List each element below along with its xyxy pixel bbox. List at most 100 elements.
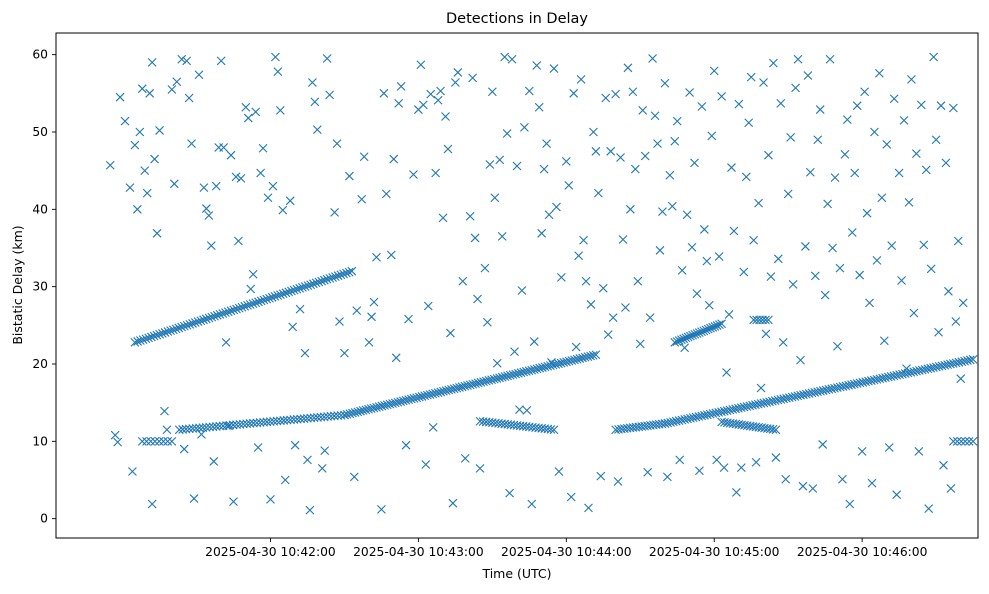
track-point [745, 401, 755, 411]
track-point [328, 273, 337, 282]
x-axis-ticks: 2025-04-30 10:42:00 2025-04-30 10:43:00 20… [205, 538, 927, 559]
detection-point [801, 242, 810, 251]
track-point [771, 425, 781, 435]
track-point [178, 425, 188, 434]
detection-point [137, 84, 147, 94]
detection-point [653, 139, 662, 148]
track-point [396, 397, 405, 406]
detection-point [902, 364, 911, 374]
track-point [900, 369, 910, 378]
track-point [694, 412, 704, 421]
track-point [138, 335, 148, 345]
track-point [830, 383, 839, 393]
track-point [150, 436, 160, 446]
track-point [333, 411, 343, 421]
detection-point [727, 163, 736, 172]
track-point [390, 398, 400, 408]
detection-point [221, 337, 231, 347]
detection-point [783, 189, 793, 199]
track-point [130, 337, 140, 347]
track-point [269, 416, 279, 426]
detection-point [722, 368, 731, 377]
detection-point [418, 100, 428, 110]
detection-point [273, 67, 283, 77]
track-point [750, 400, 760, 410]
track-point [481, 376, 491, 386]
detection-point [773, 254, 783, 264]
track-point [369, 403, 379, 413]
detection-point [209, 457, 219, 466]
track-point [852, 379, 862, 388]
detection-point [815, 105, 825, 114]
detection-point [524, 86, 534, 96]
track-point [847, 380, 856, 390]
track-point [671, 416, 681, 426]
track-point [717, 319, 727, 329]
detection-point [764, 150, 773, 160]
track-point [265, 293, 274, 303]
track-point [388, 399, 397, 408]
track-point [232, 420, 241, 430]
track-point [551, 359, 561, 369]
detection-point [665, 170, 675, 180]
track-point [898, 369, 907, 379]
track-point [497, 372, 507, 382]
detection-point [941, 158, 951, 168]
track-point [710, 322, 720, 331]
detection-point [256, 168, 266, 178]
detection-point [847, 228, 857, 237]
detection-point [547, 358, 556, 367]
track-point [914, 366, 924, 375]
detection-point [189, 494, 199, 503]
track-point [807, 388, 817, 398]
detection-point [468, 73, 478, 83]
track-point [452, 383, 462, 393]
track-point [686, 331, 695, 341]
track-point [849, 379, 859, 389]
track-point [292, 284, 302, 294]
detection-point [781, 474, 791, 484]
detection-point [473, 294, 482, 304]
track-point [680, 415, 690, 424]
track-point [235, 419, 245, 429]
track-point [926, 363, 936, 373]
track-point [308, 279, 318, 289]
track-point [256, 296, 266, 306]
track-point [734, 403, 743, 413]
track-point [188, 424, 198, 433]
detection-point [263, 193, 273, 203]
track-point [677, 415, 687, 425]
detection-point [211, 181, 221, 191]
detection-point [936, 101, 946, 111]
track-point [133, 337, 143, 346]
detection-point [768, 58, 778, 68]
track-point [736, 403, 746, 413]
track-point [580, 352, 590, 362]
detection-point [312, 125, 322, 135]
detection-point [611, 89, 620, 99]
detection-point [650, 111, 660, 121]
track-point [827, 384, 837, 394]
track-point [420, 391, 430, 401]
track-point [372, 402, 381, 412]
detection-point [330, 208, 339, 217]
detection-point [838, 474, 847, 484]
track-point [711, 408, 721, 418]
track-point [300, 282, 310, 291]
detection-point [658, 207, 667, 217]
track-point [706, 323, 715, 333]
detection-point [187, 139, 196, 148]
track-point [532, 364, 542, 374]
track-point [273, 291, 283, 300]
track-point [725, 405, 735, 415]
track-point [556, 358, 566, 368]
detection-point [280, 475, 290, 485]
track-point [242, 419, 252, 429]
track-point [535, 363, 545, 373]
detection-point [152, 228, 162, 238]
track-point [272, 416, 282, 426]
detection-point [879, 336, 889, 346]
track-point [764, 315, 773, 325]
detection-point [130, 140, 140, 150]
detection-point [532, 61, 542, 70]
